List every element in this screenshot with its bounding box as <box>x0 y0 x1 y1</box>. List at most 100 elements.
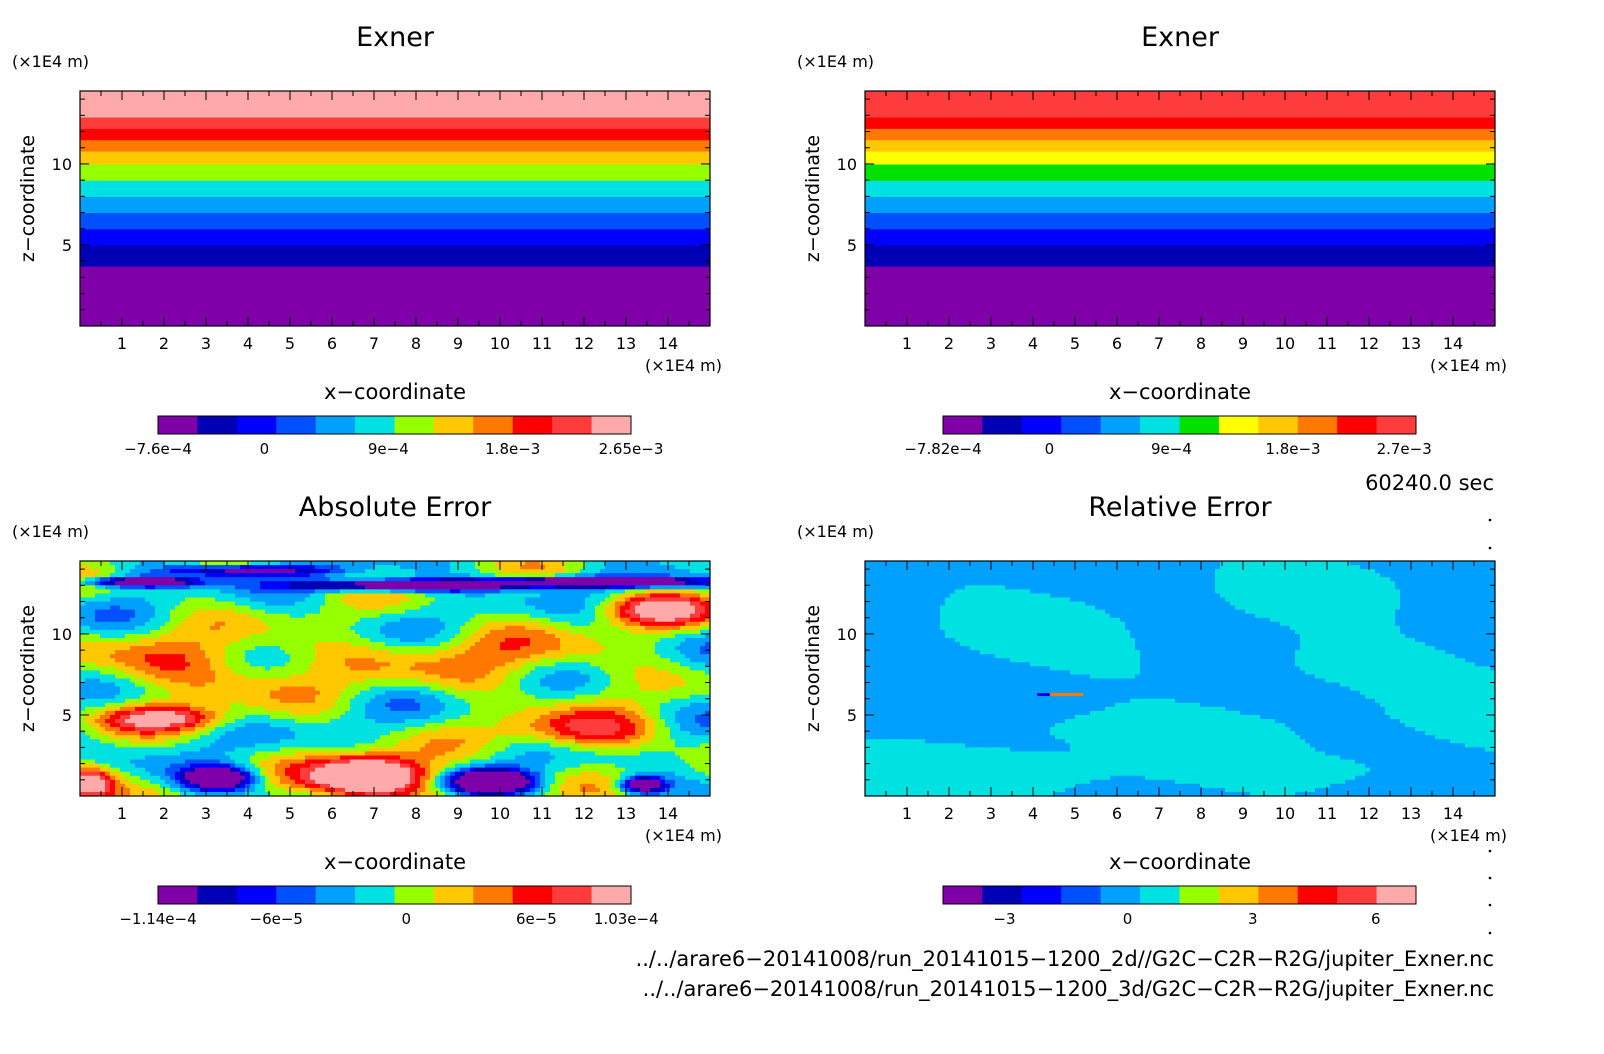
contour-cell <box>170 609 176 615</box>
contour-cell <box>255 561 261 566</box>
contour-cell <box>410 646 416 651</box>
contour-cell <box>415 642 421 647</box>
contour-cell <box>355 577 361 582</box>
contour-cell <box>255 666 261 671</box>
contour-cell <box>655 629 661 635</box>
contour-cell <box>685 601 691 607</box>
contour-cell <box>430 589 436 595</box>
x-tick-label: 3 <box>201 334 211 353</box>
contour-cell <box>485 597 491 603</box>
contour-cell <box>375 561 381 566</box>
contour-cell <box>520 698 526 704</box>
contour-cell <box>655 674 661 680</box>
contour-cell <box>425 577 431 582</box>
contour-cell <box>415 589 421 595</box>
contour-cell <box>265 621 271 627</box>
contour-cell <box>475 577 481 582</box>
contour-cell <box>460 678 466 684</box>
contour-cell <box>690 658 696 663</box>
contour-cell <box>650 706 656 712</box>
contour-cell <box>550 642 556 647</box>
contour-cell <box>255 694 261 700</box>
contour-cell <box>90 569 96 574</box>
contour-cell <box>345 662 351 667</box>
contour-cell <box>210 585 216 590</box>
contour-cell <box>385 617 391 623</box>
contour-cell <box>245 666 251 671</box>
contour-cell <box>295 706 301 712</box>
contour-cell <box>535 569 541 574</box>
contour-cell <box>115 569 121 574</box>
contour-cell <box>345 613 351 619</box>
contour-cell <box>465 690 471 696</box>
contour-cell <box>525 569 531 574</box>
contour-cell <box>700 589 706 595</box>
contour-cell <box>285 593 291 599</box>
contour-cell <box>330 662 336 667</box>
contour-cell <box>435 581 441 586</box>
contour-cell <box>125 674 131 680</box>
contour-cell <box>570 625 576 631</box>
contour-cell <box>195 561 201 566</box>
contour-cell <box>415 674 421 680</box>
contour-cell <box>690 573 696 578</box>
contour-cell <box>375 593 381 599</box>
contour-cell <box>450 702 456 708</box>
contour-cell <box>645 654 651 659</box>
contour-cell <box>80 698 86 704</box>
contour-cell <box>190 706 196 712</box>
contour-cell <box>700 698 706 704</box>
contour-cell <box>320 629 326 635</box>
contour-cell <box>110 633 116 639</box>
contour-cell <box>160 605 166 611</box>
contour-cell <box>585 617 591 623</box>
contour-cell <box>220 601 226 607</box>
contour-cell <box>635 666 641 671</box>
contour-cell <box>180 565 186 570</box>
contour-cell <box>345 633 351 639</box>
contour-cell <box>410 589 416 595</box>
contour-cell <box>690 593 696 599</box>
contour-cell <box>150 577 156 582</box>
contour-cell <box>495 706 501 712</box>
contour-cell <box>400 593 406 599</box>
contour-cell <box>180 678 186 684</box>
contour-cell <box>375 613 381 619</box>
contour-cell <box>195 670 201 676</box>
contour-cell <box>360 662 366 667</box>
x-tick-label: 1 <box>902 334 912 353</box>
contour-cell <box>310 565 316 570</box>
contour-cell <box>535 609 541 615</box>
contour-cell <box>560 694 566 700</box>
contour-cell <box>250 597 256 603</box>
contour-cell <box>360 637 366 643</box>
contour-cell <box>680 637 686 643</box>
contour-cell <box>250 565 256 570</box>
contour-cell <box>85 710 91 716</box>
contour-cell <box>680 609 686 615</box>
contour-cell <box>340 670 346 676</box>
contour-cell <box>200 577 206 582</box>
contour-cell <box>375 698 381 704</box>
contour-cell <box>435 646 441 651</box>
contour-cell <box>485 654 491 659</box>
contour-cell <box>190 609 196 615</box>
contour-cell <box>645 605 651 611</box>
contour-cell <box>380 565 386 570</box>
contour-cell <box>230 621 236 627</box>
contour-cell <box>365 569 371 574</box>
contour-cell <box>645 601 651 607</box>
contour-cell <box>245 593 251 599</box>
contour-cell <box>160 633 166 639</box>
contour-cell <box>445 637 451 643</box>
contour-cell <box>380 605 386 611</box>
contour-cell <box>630 686 636 692</box>
contour-cell <box>350 621 356 627</box>
contour-cell <box>670 670 676 676</box>
contour-cell <box>675 569 681 574</box>
contour-cell <box>625 585 631 590</box>
contour-cell <box>150 690 156 696</box>
contour-cell <box>605 654 611 659</box>
contour-cell <box>625 565 631 570</box>
contour-cell <box>440 694 446 700</box>
